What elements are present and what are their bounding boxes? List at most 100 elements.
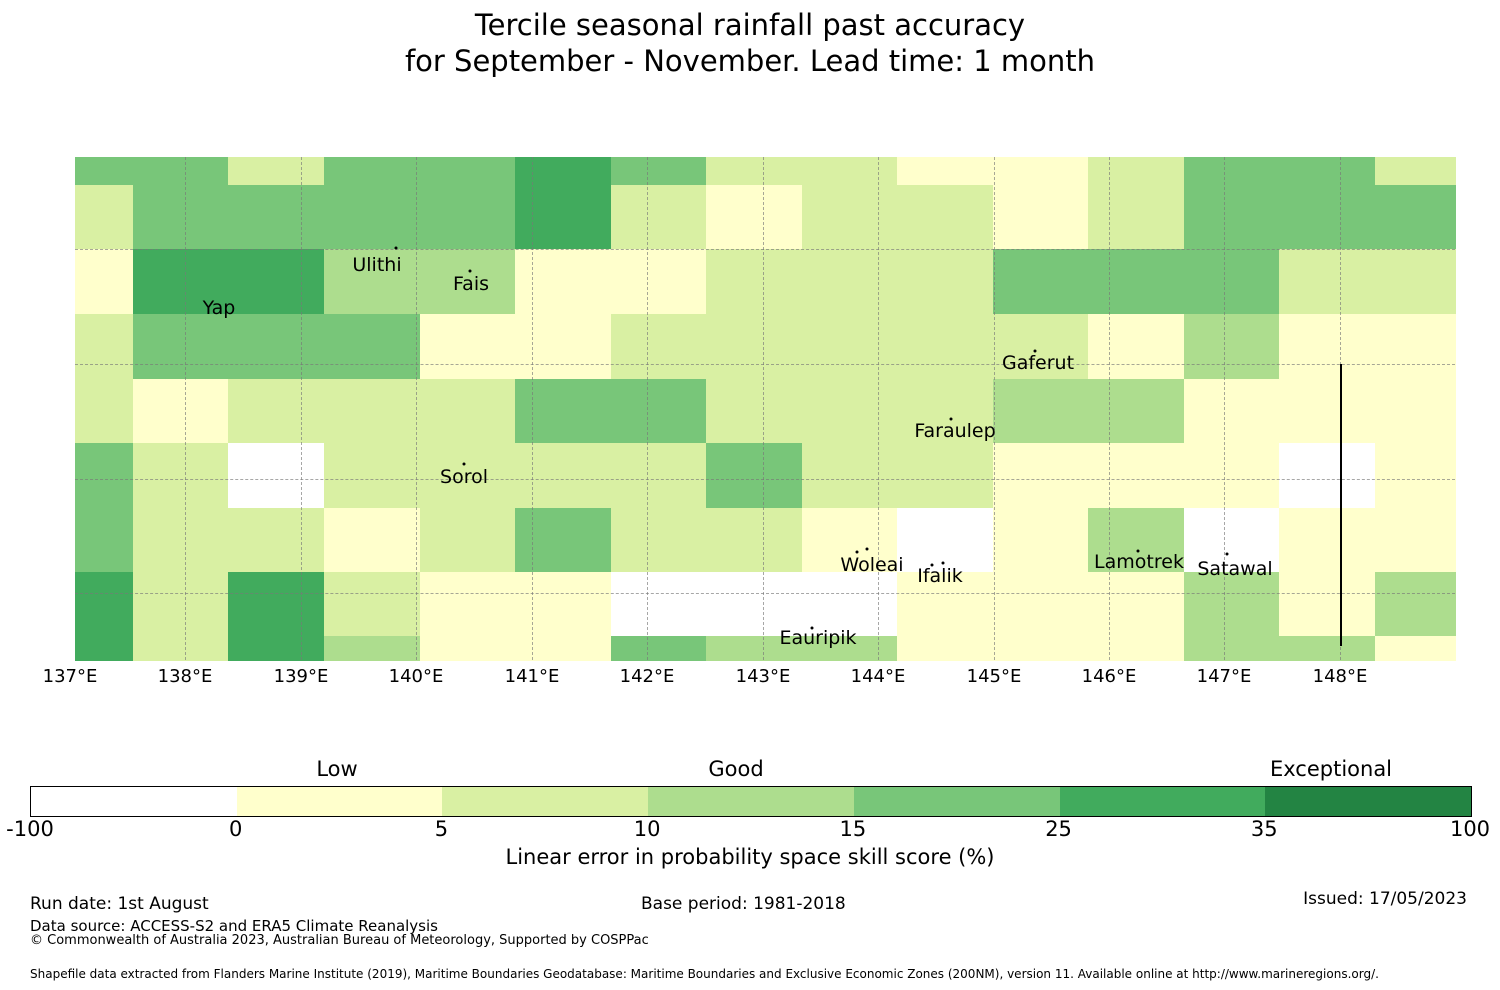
heatmap-cell xyxy=(133,314,229,380)
island-marker-dot xyxy=(810,626,814,630)
chart-title-line1: Tercile seasonal rainfall past accuracy xyxy=(474,8,1026,42)
heatmap-cell xyxy=(324,185,421,250)
heatmap-cell xyxy=(706,314,803,380)
heatmap-cell xyxy=(897,508,994,573)
heatmap-cell xyxy=(993,443,1089,509)
heatmap-cell xyxy=(611,157,707,186)
longitude-gridline xyxy=(1224,157,1225,660)
heatmap-cell xyxy=(1088,157,1185,186)
heatmap-cell xyxy=(802,508,898,573)
heatmap-cell xyxy=(706,572,803,637)
chart-title-line2: for September - November. Lead time: 1 m… xyxy=(404,44,1096,78)
x-tick-label: 148°E xyxy=(1312,666,1368,687)
heatmap-cell xyxy=(1279,314,1376,380)
heatmap-cell xyxy=(1184,572,1280,637)
heatmap-cell xyxy=(324,249,421,315)
heatmap-cell xyxy=(420,572,516,637)
island-marker-dot xyxy=(394,246,398,250)
heatmap-cell xyxy=(993,314,1089,380)
heatmap-cell xyxy=(611,379,707,444)
heatmap-cell xyxy=(897,157,994,186)
latitude-gridline xyxy=(75,593,1455,594)
heatmap-cell xyxy=(1279,636,1376,661)
heatmap-cell xyxy=(75,636,134,661)
colorbar-segment xyxy=(31,787,237,816)
heatmap-cell xyxy=(1184,157,1280,186)
colorbar-tick-label: 35 xyxy=(1250,817,1278,841)
heatmap-cell xyxy=(1088,314,1185,380)
heatmap-cell xyxy=(228,314,325,380)
heatmap-cell xyxy=(228,157,325,186)
heatmap-cell xyxy=(897,379,994,444)
longitude-gridline xyxy=(994,157,995,660)
heatmap-cell xyxy=(706,249,803,315)
heatmap-cell xyxy=(228,443,325,509)
x-tick-label: 143°E xyxy=(735,666,791,687)
longitude-gridline xyxy=(1109,157,1110,660)
heatmap-cell xyxy=(611,508,707,573)
heatmap-cell xyxy=(515,157,612,186)
heatmap-cell xyxy=(1375,157,1456,186)
heatmap-cell xyxy=(75,157,134,186)
heatmap-cell xyxy=(706,508,803,573)
heatmap-cell xyxy=(420,157,516,186)
heatmap-cell xyxy=(1184,508,1280,573)
heatmap-cell xyxy=(1184,443,1280,509)
island-label-satawal: Satawal xyxy=(1197,558,1273,580)
heatmap-cell xyxy=(802,157,898,186)
heatmap-cell xyxy=(75,508,134,573)
colorbar-tick-label: -100 xyxy=(6,817,54,841)
heatmap-cell xyxy=(802,314,898,380)
heatmap-cell xyxy=(802,185,898,250)
heatmap-cell xyxy=(802,572,898,637)
longitude-gridline xyxy=(532,157,533,660)
heatmap-cell xyxy=(993,636,1089,661)
x-tick-label: 137°E xyxy=(42,666,98,687)
heatmap-cell xyxy=(993,508,1089,573)
longitude-gridline xyxy=(763,157,764,660)
colorbar-tick-label: 0 xyxy=(229,817,243,841)
x-tick-label: 140°E xyxy=(388,666,444,687)
heatmap-cell xyxy=(133,443,229,509)
base-period-text: Base period: 1981-2018 xyxy=(641,894,846,914)
heatmap-cell xyxy=(611,185,707,250)
heatmap-cell xyxy=(611,443,707,509)
copyright-text: © Commonwealth of Australia 2023, Austra… xyxy=(30,933,649,948)
heatmap-cell xyxy=(420,508,516,573)
heatmap-cell xyxy=(802,636,898,661)
heatmap-cell xyxy=(133,379,229,444)
island-marker-dot xyxy=(1225,552,1229,556)
colorbar-tick-label: 25 xyxy=(1045,817,1072,841)
heatmap-cell xyxy=(75,185,134,250)
heatmap-cell xyxy=(133,508,229,573)
heatmap-cell xyxy=(515,314,612,380)
x-tick-label: 144°E xyxy=(850,666,906,687)
island-marker-dot xyxy=(941,561,945,565)
island-label-woleai: Woleai xyxy=(840,554,904,576)
heatmap-cell xyxy=(324,157,421,186)
x-tick-label: 142°E xyxy=(619,666,675,687)
island-marker-dot xyxy=(1033,349,1037,353)
heatmap-cell xyxy=(324,314,421,380)
heatmap-cell xyxy=(706,185,803,250)
heatmap-cell xyxy=(802,443,898,509)
heatmap-cell xyxy=(133,249,229,315)
heatmap-cell xyxy=(1375,249,1456,315)
heatmap-cell xyxy=(420,443,516,509)
heatmap-cell xyxy=(1279,508,1376,573)
heatmap-cell xyxy=(1279,249,1376,315)
island-label-eauripik: Eauripik xyxy=(779,627,857,649)
heatmap-cell xyxy=(611,314,707,380)
heatmap-cell xyxy=(515,249,612,315)
colorbar-axis-label: Linear error in probability space skill … xyxy=(505,845,995,869)
issued-date-text: Issued: 17/05/2023 xyxy=(1303,889,1467,909)
x-tick-label: 138°E xyxy=(157,666,213,687)
heatmap-cell xyxy=(611,249,707,315)
colorbar-segment xyxy=(1265,787,1472,816)
colorbar-tick-label: 10 xyxy=(633,817,661,841)
heatmap-cell xyxy=(515,379,612,444)
heatmap-cell xyxy=(897,314,994,380)
heatmap-cell xyxy=(993,379,1089,444)
eez-boundary-line xyxy=(1340,364,1342,646)
heatmap-cell xyxy=(1184,636,1280,661)
